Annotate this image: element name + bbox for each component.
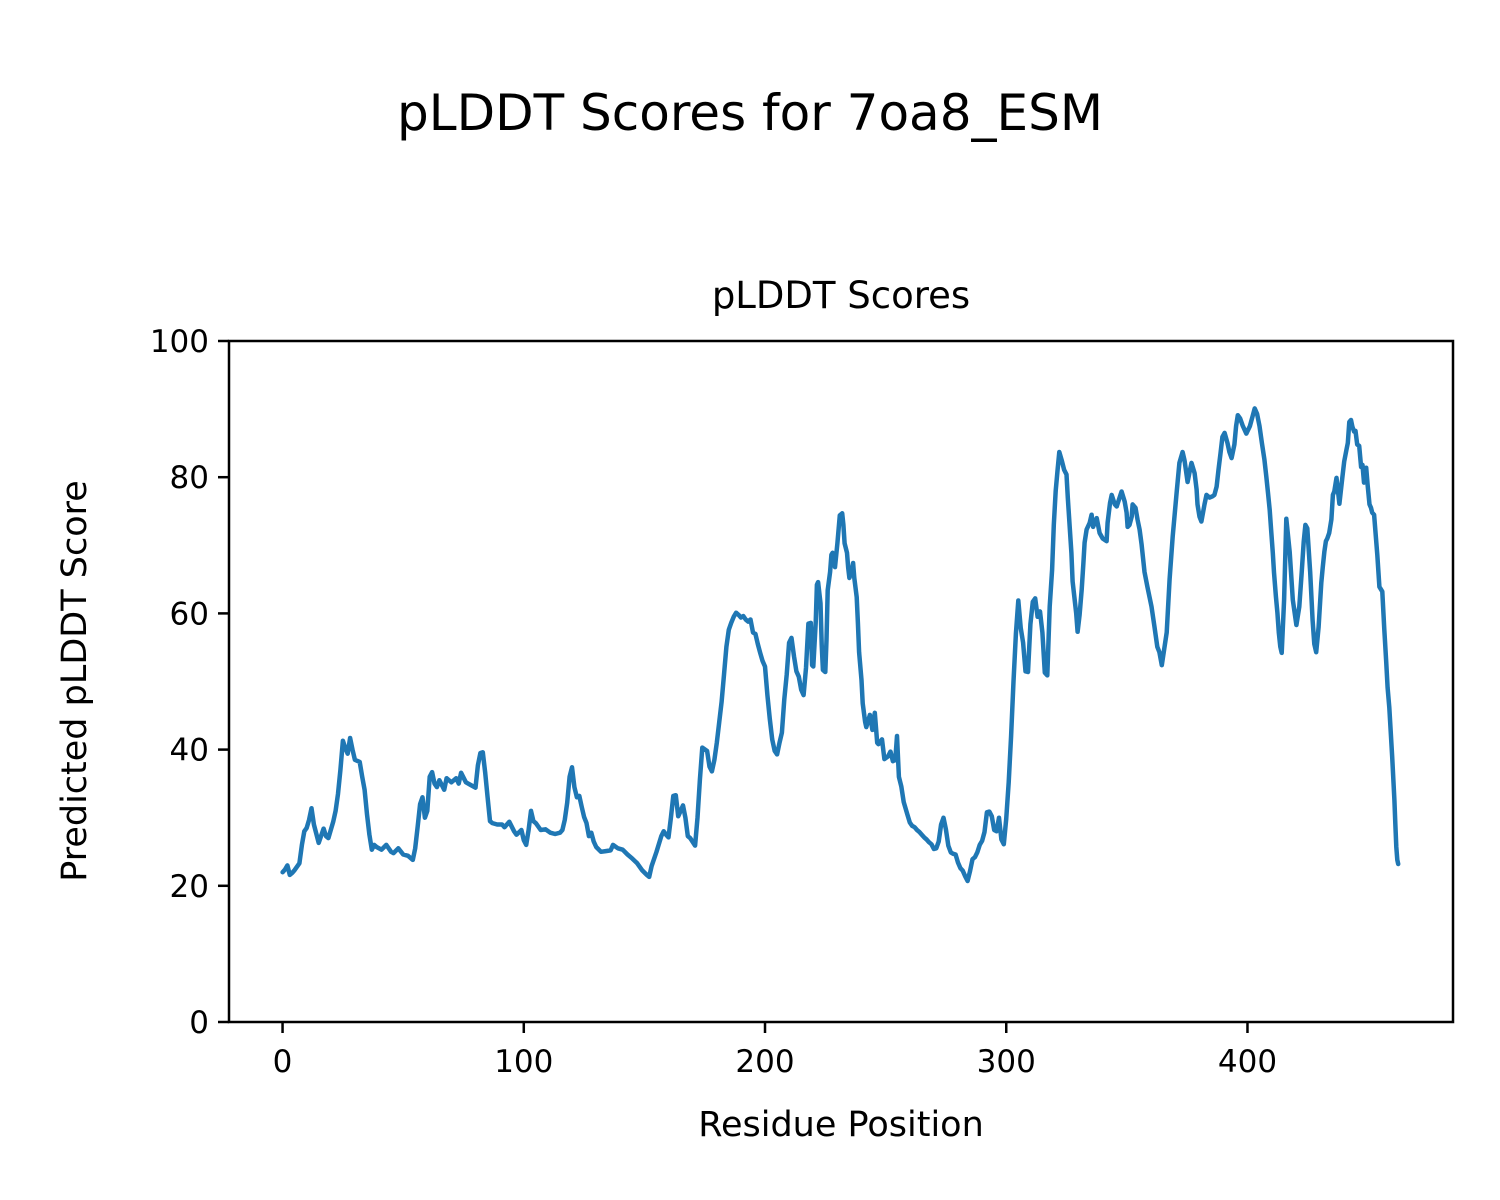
y-tick-label: 80 — [170, 460, 209, 496]
y-tick-label: 0 — [189, 1005, 209, 1041]
x-tick-label: 300 — [977, 1044, 1036, 1080]
y-tick-label: 60 — [170, 596, 209, 632]
x-tick-label: 200 — [735, 1044, 794, 1080]
y-tick-label: 20 — [170, 869, 209, 905]
y-tick-label: 100 — [150, 324, 209, 360]
x-axis-label: Residue Position — [698, 1105, 984, 1145]
plddt-line — [280, 406, 1401, 884]
x-tick-label: 0 — [273, 1044, 293, 1080]
axes-frame — [227, 339, 1455, 1024]
x-tick-label: 400 — [1218, 1044, 1277, 1080]
x-tick-label: 100 — [494, 1044, 553, 1080]
y-tick-label: 40 — [170, 733, 209, 769]
figure-suptitle: pLDDT Scores for 7oa8_ESM — [397, 84, 1103, 142]
axes-title: pLDDT Scores — [711, 274, 971, 317]
